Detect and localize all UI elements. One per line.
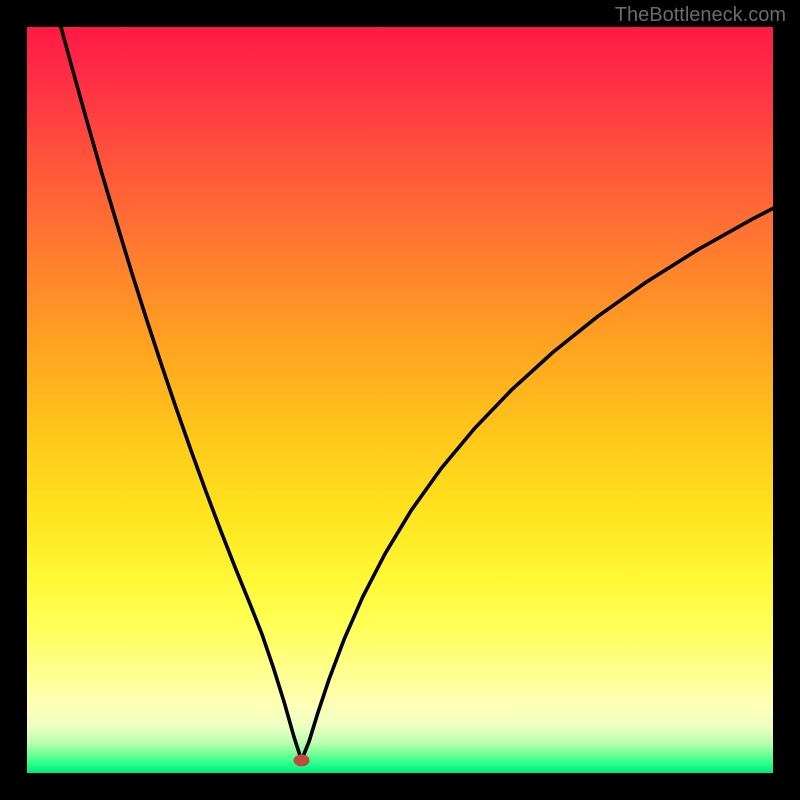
- plot-area: [27, 27, 773, 773]
- minimum-marker: [294, 754, 310, 766]
- watermark-text: TheBottleneck.com: [615, 4, 786, 27]
- gradient-background: [27, 27, 773, 773]
- plot-svg: [27, 27, 773, 773]
- chart-container: TheBottleneck.com: [0, 0, 800, 800]
